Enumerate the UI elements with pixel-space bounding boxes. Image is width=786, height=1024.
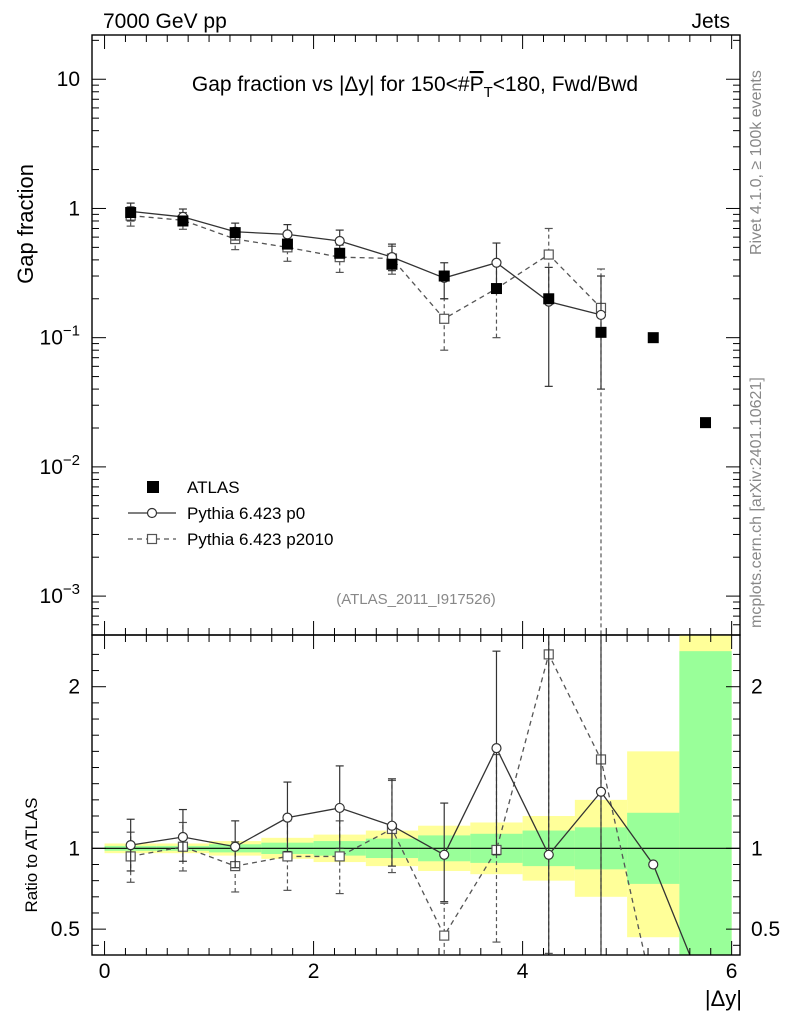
tick-base: 10	[57, 68, 80, 91]
legend-label: ATLAS	[187, 478, 240, 497]
ratio-p0-marker	[648, 859, 659, 870]
ratio-y-tick-label-left: 2	[68, 676, 80, 699]
p0-line	[130, 210, 602, 316]
main-plot-area	[125, 202, 712, 635]
ratio-p0-marker	[282, 812, 293, 823]
legend-label: Pythia 6.423 p0	[187, 504, 305, 523]
legend-item: Pythia 6.423 p0	[128, 504, 305, 523]
ratio-p0-marker	[595, 786, 607, 797]
tick-exponent: −3	[63, 581, 80, 598]
legend-p0-marker	[146, 507, 158, 519]
tick-base: 10	[40, 327, 63, 350]
main-y-tick-label: 1	[68, 197, 80, 220]
p0-marker	[595, 309, 607, 321]
ratio-y-tick-label-right: 0.5	[751, 918, 780, 941]
atlas-data-point	[229, 227, 241, 239]
ratio-y-tick-label-left: 0.5	[51, 918, 80, 941]
p2010-marker	[439, 313, 450, 324]
ratio-y-axis: 0.5 0.5 1 1 2 2	[51, 653, 780, 946]
tick-base: 10	[40, 456, 63, 479]
x-tick-label: 2	[308, 960, 320, 983]
ratio-y-tick-label-right: 2	[751, 676, 763, 699]
tick-base: 1	[68, 197, 80, 220]
ratio-x-axis: 0 2 4 6	[99, 635, 738, 983]
p2010-line	[130, 214, 602, 320]
ratio-p0-marker	[386, 820, 398, 831]
ratio-p2010-marker	[334, 851, 345, 862]
atlas-data-point	[334, 247, 346, 259]
atlas-data-point	[125, 207, 137, 219]
tick-exponent: −2	[63, 452, 80, 469]
legend-label: Pythia 6.423 p2010	[187, 530, 334, 549]
atlas-data-point	[490, 283, 502, 295]
atlas-data-point	[177, 215, 189, 227]
p0-marker	[282, 229, 293, 240]
atlas-data-point	[700, 417, 712, 429]
legend-item: Pythia 6.423 p2010	[128, 530, 334, 549]
ratio-p0-marker	[334, 802, 345, 814]
rivet-version-label: Rivet 4.1.0, ≥ 100k events	[748, 70, 765, 255]
x-tick-label: 4	[517, 960, 529, 983]
legend: ATLAS Pythia 6.423 p0 Pythia 6.423 p2010	[128, 478, 334, 549]
ratio-p0-marker	[491, 743, 502, 754]
ratio-p0-marker	[177, 831, 189, 843]
tick-exponent: −1	[63, 323, 80, 340]
ratio-y-tick-label-right: 1	[751, 837, 763, 860]
atlas-data-point	[386, 258, 398, 270]
p0-marker	[491, 257, 502, 268]
main-y-tick-label: 10	[57, 68, 80, 91]
ratio-p2010-marker	[649, 989, 658, 998]
analysis-label: (ATLAS_2011_I917526)	[336, 591, 496, 608]
chart-title: Gap fraction vs |Δy| for 150<#PT<180, Fw…	[192, 73, 638, 101]
atlas-data-point	[281, 238, 293, 250]
mcplots-reference-label: mcplots.cern.ch [arXiv:2401.10621]	[748, 377, 765, 628]
p2010-marker	[543, 249, 554, 260]
ratio-panel-frame	[91, 634, 741, 956]
atlas-data-point	[647, 332, 659, 344]
atlas-data-point	[595, 326, 607, 338]
ratio-y-axis-label: Ratio to ATLAS	[22, 798, 41, 913]
title-pt-symbol: P	[470, 73, 484, 96]
legend-item: ATLAS	[147, 478, 240, 497]
ratio-panel: 0.5 0.5 1 1 2 2 0 2 4 6 Ratio to ATLAS |Δy|	[22, 634, 780, 1011]
ratio-p2010-marker	[439, 930, 450, 941]
x-tick-label: 0	[99, 960, 111, 983]
ratio-p0-marker	[125, 840, 136, 851]
title-pt-subscript: T	[484, 84, 493, 101]
ratio-y-tick-label-left: 1	[68, 837, 80, 860]
main-y-tick-label: 10−2	[40, 452, 80, 479]
ratio-p2010-marker	[282, 851, 293, 862]
tick-base: 10	[40, 585, 63, 608]
x-axis-label: |Δy|	[705, 986, 742, 1011]
atlas-data-point	[438, 270, 450, 282]
p0-marker	[334, 235, 345, 247]
main-y-axis-label: Gap fraction	[13, 164, 38, 284]
ratio-p0-marker	[439, 849, 450, 860]
title-prefix: Gap fraction vs |Δy| for 150<#	[192, 73, 470, 96]
x-tick-label: 6	[726, 960, 738, 983]
legend-p2010-marker	[146, 533, 158, 545]
main-y-tick-label: 10−1	[40, 323, 80, 350]
ratio-p0-marker	[230, 841, 241, 852]
uncertainty-band-inner	[679, 651, 732, 955]
legend-atlas-marker	[147, 481, 159, 493]
title-suffix: <180, Fwd/Bwd	[493, 73, 638, 96]
ratio-p0-marker	[543, 849, 554, 860]
main-y-tick-label: 10−3	[40, 581, 80, 608]
header-collision-label: 7000 GeV pp	[103, 10, 227, 33]
header-category-label: Jets	[691, 10, 730, 33]
ratio-plot-area	[92, 635, 740, 998]
atlas-data-point	[543, 293, 555, 305]
ratio-p0-line	[130, 746, 691, 955]
